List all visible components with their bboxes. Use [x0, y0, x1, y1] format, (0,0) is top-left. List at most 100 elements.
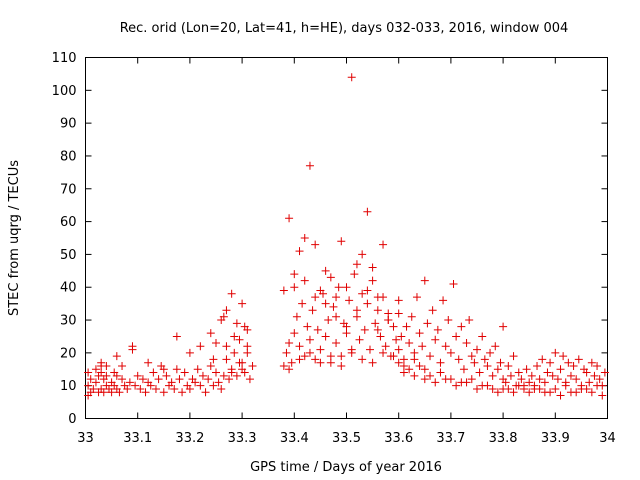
data-point: [342, 283, 351, 292]
data-point: [172, 365, 181, 374]
y-tick-label: 70: [60, 182, 77, 197]
data-point: [212, 368, 220, 377]
series-1: [97, 289, 252, 377]
x-tick-label: 33.9: [541, 431, 570, 446]
series-3: [279, 73, 403, 334]
data-point: [321, 266, 330, 275]
y-tick-label: 80: [60, 149, 77, 164]
data-point: [144, 358, 153, 367]
data-point: [235, 358, 244, 367]
data-point: [347, 345, 356, 354]
data-point: [352, 306, 361, 315]
data-point: [428, 306, 437, 315]
data-point: [118, 361, 127, 370]
data-point: [138, 375, 147, 384]
data-point: [102, 371, 111, 380]
data-point: [598, 391, 607, 400]
data-point: [473, 384, 481, 393]
series-6: [394, 358, 607, 400]
data-point: [504, 361, 513, 370]
data-point: [285, 365, 294, 374]
data-point: [219, 371, 228, 380]
data-point: [141, 388, 150, 397]
data-point: [196, 381, 205, 390]
data-point: [373, 325, 382, 334]
data-point: [551, 384, 560, 393]
data-point: [131, 381, 140, 390]
data-point: [313, 325, 322, 334]
chart-title: Rec. orid (Lon=20, Lat=41, h=HE), days 0…: [120, 21, 569, 36]
data-point: [311, 355, 320, 364]
data-point: [559, 352, 568, 361]
data-point: [493, 388, 502, 397]
data-point: [566, 388, 575, 397]
data-point: [572, 375, 581, 384]
data-point: [431, 378, 440, 387]
data-point: [238, 299, 247, 308]
data-point: [533, 361, 542, 370]
data-point: [394, 296, 403, 305]
data-point: [457, 322, 466, 331]
data-point: [358, 355, 367, 364]
data-point: [593, 361, 602, 370]
data-point: [225, 375, 234, 384]
data-point: [480, 355, 489, 364]
data-point: [426, 352, 435, 361]
data-point: [230, 332, 239, 341]
data-point: [368, 263, 377, 272]
data-point: [316, 358, 325, 367]
data-point: [566, 371, 575, 380]
y-tick-label: 30: [60, 314, 77, 329]
data-point: [206, 361, 215, 370]
data-point: [517, 375, 526, 384]
data-point: [522, 365, 531, 374]
data-point: [295, 342, 304, 351]
data-point: [123, 384, 132, 393]
data-point: [412, 293, 421, 302]
data-point: [368, 276, 377, 285]
data-point: [402, 322, 411, 331]
data-point: [222, 306, 231, 315]
data-point: [465, 316, 474, 325]
data-point: [193, 365, 202, 374]
x-axis: 33 33.1 33.2 33.3 33.4 33.5 33.6 33.7 33.8 33.9 34: [77, 57, 616, 446]
data-point: [373, 293, 382, 302]
data-point: [389, 322, 398, 331]
data-point: [332, 312, 341, 321]
data-point: [316, 286, 325, 295]
data-point: [598, 381, 607, 390]
data-point: [159, 365, 168, 374]
data-point: [569, 361, 578, 370]
data-point: [159, 388, 168, 397]
data-point: [475, 368, 484, 377]
data-point: [363, 299, 372, 308]
x-tick-label: 33.3: [228, 431, 257, 446]
data-point: [420, 276, 429, 285]
data-point: [431, 335, 440, 344]
data-point: [154, 375, 163, 384]
data-point: [311, 293, 320, 302]
data-point: [235, 335, 244, 344]
data-point: [290, 270, 299, 279]
data-point: [441, 342, 450, 351]
x-tick-label: 33.2: [175, 431, 204, 446]
data-point: [125, 378, 134, 387]
data-point: [112, 352, 121, 361]
data-point: [112, 371, 121, 380]
data-point: [219, 312, 228, 321]
data-point: [462, 339, 471, 348]
data-point: [540, 378, 549, 387]
data-point: [185, 348, 194, 357]
data-point: [504, 384, 513, 393]
x-tick-label: 33.4: [280, 431, 309, 446]
data-point: [525, 378, 534, 387]
x-tick-label: 33: [77, 431, 94, 446]
data-point: [509, 352, 518, 361]
x-axis-label: GPS time / Days of year 2016: [250, 460, 442, 475]
data-point: [285, 214, 294, 223]
data-point: [358, 289, 367, 298]
data-point: [209, 381, 218, 390]
data-point: [561, 378, 570, 387]
data-point: [115, 388, 124, 397]
data-point: [84, 381, 93, 390]
